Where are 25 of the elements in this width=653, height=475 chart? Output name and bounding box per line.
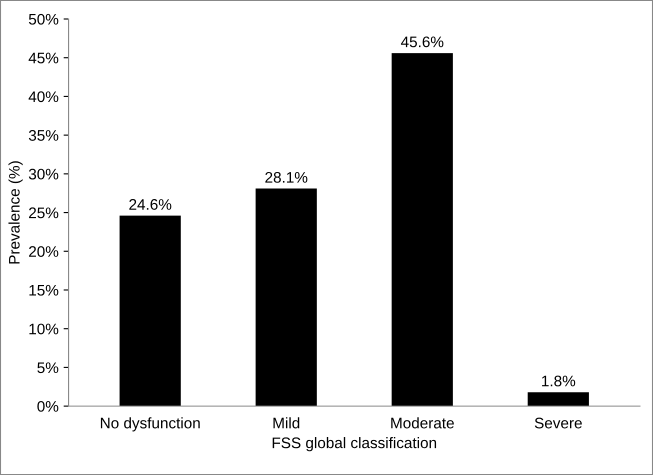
- y-tick-label: 35%: [28, 130, 58, 141]
- x-tick-label: Mild: [273, 417, 300, 428]
- data-label: 1.8%: [542, 376, 576, 386]
- y-axis-title: Prevalence (%): [8, 161, 23, 264]
- y-tick-label: 15%: [29, 284, 58, 296]
- y-tick-label: 5%: [37, 362, 58, 374]
- bar: [392, 53, 453, 406]
- y-tick-label: 50%: [28, 14, 58, 25]
- bar: [528, 392, 589, 406]
- y-tick-label: 20%: [29, 246, 58, 257]
- bar: [256, 188, 317, 406]
- y-tick-label: 10%: [29, 324, 58, 334]
- y-tick-label: 25%: [29, 207, 58, 218]
- data-label: 28.1%: [265, 172, 308, 183]
- x-tick-label: Moderate: [391, 417, 454, 428]
- y-tick-label: 0%: [37, 400, 58, 412]
- y-tick-label: 40%: [28, 91, 58, 102]
- bar: [120, 216, 181, 406]
- y-tick-label: 45%: [28, 52, 58, 64]
- data-label: 24.6%: [129, 199, 172, 210]
- y-tick-label: 30%: [28, 168, 58, 180]
- x-tick-label: No dysfunction: [100, 417, 200, 432]
- x-tick-label: Severe: [534, 418, 582, 428]
- data-label: 45.6%: [400, 36, 444, 48]
- x-axis-title: FSS global classification: [272, 437, 436, 452]
